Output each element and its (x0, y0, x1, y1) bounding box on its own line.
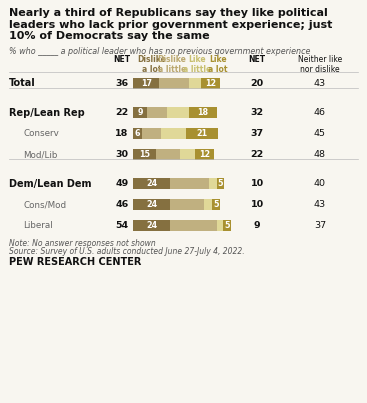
Bar (209, 178, 217, 189)
Bar (147, 107, 167, 118)
Bar (217, 178, 225, 189)
Bar (170, 178, 209, 189)
Bar (189, 78, 201, 89)
Text: 5: 5 (213, 200, 219, 209)
Text: 32: 32 (250, 108, 264, 117)
Bar (189, 107, 217, 118)
Text: 6: 6 (135, 129, 141, 138)
Text: % who _____ a political leader who has no previous government experience: % who _____ a political leader who has n… (9, 46, 310, 56)
Bar (133, 78, 159, 89)
Text: 5: 5 (218, 179, 224, 188)
Text: Source: Survey of U.S. adults conducted June 27-July 4, 2022.: Source: Survey of U.S. adults conducted … (9, 247, 245, 256)
Text: 9: 9 (137, 108, 143, 117)
Text: 37: 37 (250, 129, 264, 138)
Bar (133, 220, 170, 231)
Text: 46: 46 (314, 108, 326, 117)
Text: 15: 15 (139, 150, 150, 159)
Text: 40: 40 (314, 179, 326, 188)
Text: Nearly a third of Republicans say they like political: Nearly a third of Republicans say they l… (9, 8, 328, 18)
Text: 24: 24 (146, 179, 157, 188)
Text: 49: 49 (115, 179, 128, 188)
Text: 54: 54 (116, 221, 128, 230)
Text: 21: 21 (196, 129, 207, 138)
Text: 45: 45 (314, 129, 326, 138)
Text: Note: No answer responses not shown: Note: No answer responses not shown (9, 239, 156, 248)
Text: 10% of Democrats say the same: 10% of Democrats say the same (9, 31, 210, 41)
Text: Rep/Lean Rep: Rep/Lean Rep (9, 108, 85, 118)
Bar (133, 199, 170, 210)
Bar (133, 178, 170, 189)
Text: 10: 10 (250, 200, 264, 209)
Text: 10: 10 (250, 179, 264, 188)
Bar (159, 78, 189, 89)
Bar (170, 199, 204, 210)
Text: 43: 43 (314, 200, 326, 209)
Text: Conserv: Conserv (23, 129, 59, 138)
Bar (201, 78, 220, 89)
Bar (161, 128, 186, 139)
Text: 24: 24 (146, 221, 157, 230)
Bar (170, 220, 217, 231)
Bar (133, 128, 142, 139)
Bar (156, 149, 179, 160)
Text: 12: 12 (205, 79, 216, 88)
Text: 9: 9 (254, 221, 260, 230)
Text: Dislike
a lot: Dislike a lot (138, 54, 167, 74)
Bar (142, 128, 161, 139)
Text: NET: NET (113, 54, 131, 64)
Text: 17: 17 (141, 79, 152, 88)
Text: 18: 18 (115, 129, 129, 138)
Text: 20: 20 (250, 79, 264, 88)
Text: Like
a little: Like a little (183, 54, 211, 74)
Bar (167, 107, 189, 118)
Text: Total: Total (9, 79, 36, 89)
Bar (133, 149, 156, 160)
Text: 18: 18 (197, 108, 208, 117)
Text: 22: 22 (250, 150, 264, 159)
Text: 48: 48 (314, 150, 326, 159)
Text: Dislike
a little: Dislike a little (157, 54, 186, 74)
Text: 22: 22 (115, 108, 128, 117)
Text: PEW RESEARCH CENTER: PEW RESEARCH CENTER (9, 257, 141, 267)
Text: 43: 43 (314, 79, 326, 88)
Bar (186, 128, 218, 139)
Bar (212, 199, 220, 210)
Text: 24: 24 (146, 200, 157, 209)
Text: leaders who lack prior government experience; just: leaders who lack prior government experi… (9, 19, 333, 29)
Text: Mod/Lib: Mod/Lib (23, 150, 57, 159)
Bar (223, 220, 230, 231)
Text: Dem/Lean Dem: Dem/Lean Dem (9, 179, 91, 189)
Text: NET: NET (248, 54, 266, 64)
Bar (204, 199, 212, 210)
Bar (179, 149, 195, 160)
Text: 12: 12 (199, 150, 210, 159)
Text: 37: 37 (314, 221, 326, 230)
Text: Cons/Mod: Cons/Mod (23, 200, 66, 209)
Text: Neither like
nor dislike: Neither like nor dislike (298, 54, 342, 74)
Text: 46: 46 (115, 200, 128, 209)
Text: 30: 30 (116, 150, 128, 159)
Text: Like
a lot: Like a lot (208, 54, 228, 74)
Bar (195, 149, 214, 160)
Text: 36: 36 (116, 79, 128, 88)
Text: 5: 5 (224, 221, 229, 230)
Bar (133, 107, 147, 118)
Bar (217, 220, 223, 231)
Text: Liberal: Liberal (23, 221, 53, 230)
